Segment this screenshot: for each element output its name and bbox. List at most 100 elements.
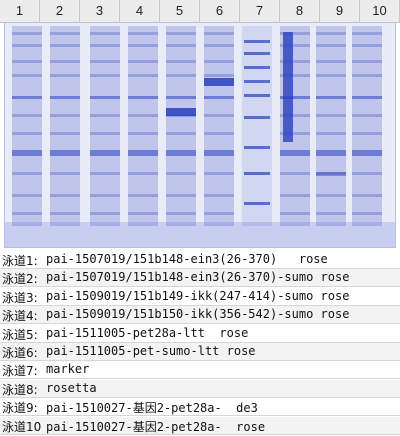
lane-9-band (316, 172, 346, 176)
protein-band (316, 114, 346, 117)
column-header-5[interactable]: 5 (160, 0, 200, 22)
protein-band (50, 132, 80, 135)
protein-band (316, 132, 346, 135)
lane-smear-3 (90, 26, 120, 226)
protein-band (50, 172, 80, 175)
protein-band (316, 60, 346, 63)
protein-band (280, 114, 310, 117)
protein-band (90, 212, 120, 215)
protein-band (166, 96, 196, 99)
protein-band (12, 74, 42, 77)
protein-band (280, 212, 310, 215)
protein-band (128, 132, 158, 135)
protein-band (90, 96, 120, 99)
protein-band (50, 32, 80, 35)
protein-band (204, 212, 234, 215)
protein-band (352, 60, 382, 63)
protein-band (128, 172, 158, 175)
lane-smear-9 (316, 26, 346, 226)
column-header-4[interactable]: 4 (120, 0, 160, 22)
protein-band (12, 132, 42, 135)
lane-description: pai-1511005-pet-sumo-ltt rose (46, 344, 256, 358)
column-header-10[interactable]: 10 (360, 0, 400, 22)
column-header-1[interactable]: 1 (0, 0, 40, 22)
protein-band (12, 114, 42, 117)
lane-row-5[interactable]: 泳道5: pai-1511005-pet28a-ltt rose (0, 325, 400, 343)
protein-band (352, 44, 382, 47)
lane-description: rosetta (46, 380, 97, 395)
lane-smear-4 (128, 26, 158, 226)
column-header-3[interactable]: 3 (80, 0, 120, 22)
protein-band (204, 172, 234, 175)
lane-row-10[interactable]: 泳道10 pai-1510027-基因2-pet28a- rose (0, 416, 400, 435)
lane-row-2[interactable]: 泳道2: pai-1507019/151b148-ein3(26-370)-sum… (0, 269, 400, 288)
column-header-2[interactable]: 2 (40, 0, 80, 22)
column-header-9[interactable]: 9 (320, 0, 360, 22)
protein-band (166, 44, 196, 47)
lane-label: 泳道1: (2, 254, 38, 268)
protein-band (204, 44, 234, 47)
protein-band (128, 44, 158, 47)
protein-band (12, 60, 42, 63)
protein-band (352, 150, 382, 156)
sds-page-gel-image (4, 22, 396, 248)
lane-row-4[interactable]: 泳道4: pai-1509019/151b150-ikk(356-542)-sum… (0, 306, 400, 325)
lane-row-8[interactable]: 泳道8: rosetta (0, 379, 400, 398)
lane-description: pai-1510027-基因2-pet28a- de3 (46, 401, 258, 416)
gel-bottom-edge (4, 222, 396, 248)
protein-band (352, 32, 382, 35)
protein-band (316, 194, 346, 197)
protein-band (90, 44, 120, 47)
marker-band (244, 52, 270, 55)
lane-smear-5 (166, 26, 196, 226)
protein-band (128, 60, 158, 63)
protein-band (352, 114, 382, 117)
protein-band (50, 212, 80, 215)
gel-frame (4, 22, 396, 248)
lane-label: 泳道5: (2, 327, 38, 342)
lane-row-3[interactable]: 泳道3: pai-1509019/151b149-ikk(247-414)-sum… (0, 288, 400, 306)
protein-band (316, 74, 346, 77)
column-header-6[interactable]: 6 (200, 0, 240, 22)
protein-band (90, 194, 120, 197)
lane-8-streak (283, 32, 293, 142)
lane-description: pai-1507019/151b148-ein3(26-370)-sumo ro… (46, 270, 350, 285)
marker-band (244, 172, 270, 175)
protein-band (12, 194, 42, 197)
protein-band (280, 60, 310, 63)
lane-description: marker (46, 362, 90, 377)
protein-band (166, 172, 196, 175)
protein-band (12, 44, 42, 47)
lane-row-6[interactable]: 泳道6: pai-1511005-pet-sumo-ltt rose (0, 343, 400, 361)
lane-row-1[interactable]: 泳道1: pai-1507019/151b148-ein3(26-370) ros… (0, 251, 400, 269)
lane-label: 泳道6: (2, 346, 38, 360)
lane-label: 泳道3: (2, 290, 38, 305)
protein-band (280, 150, 310, 156)
protein-band (128, 150, 158, 156)
protein-band (128, 194, 158, 197)
column-header-7[interactable]: 7 (240, 0, 280, 22)
protein-band (352, 74, 382, 77)
protein-band (50, 44, 80, 47)
gel-image (4, 22, 396, 248)
protein-band (204, 150, 234, 156)
protein-band (128, 96, 158, 99)
protein-band (50, 60, 80, 63)
protein-band (280, 194, 310, 197)
protein-band (50, 114, 80, 117)
protein-band (166, 32, 196, 35)
lane-smear-2 (50, 26, 80, 226)
lane-label: 泳道7: (2, 364, 38, 379)
protein-band (166, 194, 196, 197)
protein-band (316, 172, 346, 175)
lane-row-9[interactable]: 泳道9: pai-1510027-基因2-pet28a- de3 (0, 398, 400, 417)
marker-band (244, 116, 270, 119)
marker-band (244, 80, 270, 83)
protein-band (316, 44, 346, 47)
marker-band (244, 202, 270, 205)
lane-label: 泳道8: (2, 382, 38, 397)
protein-band (204, 114, 234, 117)
protein-band (128, 74, 158, 77)
column-header-8[interactable]: 8 (280, 0, 320, 22)
lane-row-7[interactable]: 泳道7: marker (0, 361, 400, 380)
